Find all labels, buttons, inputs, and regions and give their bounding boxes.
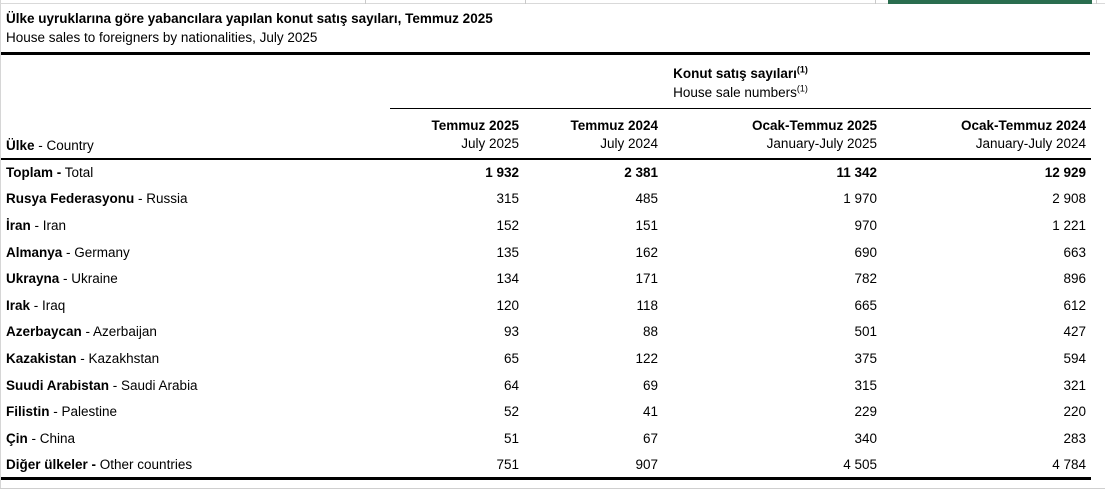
value-cell-july-2025: 135: [496, 244, 519, 260]
value-cell-january-july-2024: 283: [1063, 430, 1087, 446]
value-cell-july-2024: 162: [635, 244, 658, 260]
value-cell-july-2024: 485: [635, 191, 658, 207]
footnote-marker: (1): [796, 83, 808, 93]
table-row: İran - Iran 152 151 970 1 221: [0, 212, 1091, 239]
country-cell: Çin - China: [6, 430, 76, 446]
value-cell-january-july-2025: 340: [854, 430, 877, 446]
table-row: Diğer ülkeler - Other countries 751 907 …: [0, 452, 1091, 479]
value-cell-july-2025: 65: [503, 350, 519, 366]
country-cell: Diğer ülkeler - Other countries: [6, 456, 193, 472]
value-cell-july-2025: 51: [503, 430, 519, 446]
value-cell-july-2025: 1 932: [485, 165, 519, 181]
gridline-segment: [525, 0, 526, 4]
value-cell-july-2024: 118: [636, 297, 658, 313]
value-cell-january-july-2024: 663: [1063, 244, 1087, 260]
table-row: Irak - Iraq 120 118 665 612: [0, 292, 1091, 319]
table-row: Toplam - Total 1 932 2 381 11 342 12 929: [0, 159, 1091, 186]
value-cell-january-july-2024: 594: [1063, 350, 1087, 366]
value-cell-july-2025: 64: [503, 377, 519, 393]
value-cell-july-2025: 315: [496, 191, 519, 207]
value-cell-january-july-2025: 690: [854, 244, 877, 260]
value-cell-july-2024: 67: [642, 430, 658, 446]
spanner-header-row: Konut satış sayıları(1) House sale numbe…: [0, 55, 1092, 109]
value-cell-january-july-2024: 12 929: [1044, 165, 1087, 181]
column-header-january-july-2024: Ocak-Temmuz 2024 January-July 2024: [877, 108, 1092, 160]
spanner-title-english: House sale numbers(1): [673, 83, 808, 100]
value-cell-january-july-2025: 11 342: [836, 165, 877, 181]
table-row: Filistin - Palestine 52 41 229 220: [0, 398, 1091, 425]
country-column-header: Ülke - Country: [0, 108, 390, 160]
page-title-turkish: Ülke uyruklarına göre yabancılara yapıla…: [6, 11, 493, 26]
country-cell: İran - Iran: [6, 217, 67, 233]
country-cell: Almanya - Germany: [6, 244, 130, 260]
value-cell-july-2024: 41: [642, 404, 658, 420]
spanner-header-cell: Konut satış sayıları(1) House sale numbe…: [390, 55, 1092, 109]
value-cell-january-july-2025: 229: [854, 404, 877, 420]
table-row: Kazakistan - Kazakhstan 65 122 375 594: [0, 345, 1091, 372]
value-cell-january-july-2024: 220: [1063, 404, 1087, 420]
value-cell-january-july-2024: 321: [1063, 377, 1087, 393]
value-cell-january-july-2025: 1 970: [843, 191, 877, 207]
country-cell: Suudi Arabistan - Saudi Arabia: [6, 377, 198, 393]
gridline-segment: [875, 0, 876, 4]
country-cell: Rusya Federasyonu - Russia: [6, 191, 188, 207]
house-sales-table: Konut satış sayıları(1) House sale numbe…: [0, 55, 1092, 480]
empty-corner-cell: [0, 55, 390, 108]
footnote-marker: (1): [796, 64, 808, 74]
value-cell-january-july-2024: 427: [1063, 324, 1087, 340]
table-body: Toplam - Total 1 932 2 381 11 342 12 929…: [0, 159, 1091, 478]
value-cell-january-july-2025: 4 505: [843, 456, 877, 472]
value-cell-july-2024: 122: [635, 350, 658, 366]
value-cell-january-july-2024: 896: [1063, 271, 1087, 287]
value-cell-january-july-2024: 2 908: [1052, 191, 1087, 207]
column-header-january-july-2025: Ocak-Temmuz 2025 January-July 2025: [658, 108, 877, 160]
table-row: Azerbaycan - Azerbaijan 93 88 501 427: [0, 319, 1091, 346]
column-header-row: Ülke - Country Temmuz 2025 July 2025 Tem…: [0, 108, 1092, 160]
value-cell-january-july-2024: 612: [1063, 297, 1087, 313]
value-cell-july-2025: 134: [496, 271, 519, 287]
spreadsheet-left-gridline: [0, 0, 1, 488]
country-cell: Ukrayna - Ukraine: [6, 271, 118, 287]
country-cell: Kazakistan - Kazakhstan: [6, 350, 160, 366]
page-title-english: House sales to foreigners by nationaliti…: [6, 30, 318, 45]
country-cell: Toplam - Total: [6, 165, 94, 181]
value-cell-january-july-2025: 665: [854, 297, 877, 313]
country-cell: Filistin - Palestine: [6, 404, 118, 420]
column-header-july-2025: Temmuz 2025 July 2025: [390, 108, 519, 160]
country-cell: Irak - Iraq: [6, 297, 66, 313]
spreadsheet-gridline-row: [0, 0, 1105, 4]
table-row: Çin - China 51 67 340 283: [0, 425, 1091, 452]
excel-green-cell-fill: [888, 0, 1092, 4]
value-cell-july-2024: 69: [642, 377, 658, 393]
value-cell-january-july-2024: 1 221: [1052, 217, 1087, 233]
gridline-segment: [1096, 0, 1097, 4]
value-cell-july-2024: 2 381: [624, 165, 658, 181]
table-row: Rusya Federasyonu - Russia 315 485 1 970…: [0, 186, 1091, 213]
value-cell-january-july-2025: 782: [854, 271, 877, 287]
value-cell-july-2024: 151: [635, 217, 658, 233]
value-cell-july-2025: 93: [503, 324, 519, 340]
value-cell-july-2024: 171: [635, 271, 658, 287]
value-cell-january-july-2025: 375: [854, 350, 877, 366]
spanner-title-turkish: Konut satış sayıları(1): [673, 64, 808, 81]
value-cell-january-july-2025: 315: [854, 377, 877, 393]
title-divider-rule: [0, 52, 1090, 55]
value-cell-july-2024: 907: [635, 456, 658, 472]
value-cell-january-july-2024: 4 784: [1052, 456, 1087, 472]
value-cell-january-july-2025: 501: [854, 324, 877, 340]
value-cell-january-july-2025: 970: [854, 217, 877, 233]
gridline-segment: [365, 0, 366, 4]
value-cell-july-2025: 52: [503, 404, 519, 420]
country-cell: Azerbaycan - Azerbaijan: [6, 324, 157, 340]
value-cell-july-2025: 152: [496, 217, 519, 233]
table-row: Suudi Arabistan - Saudi Arabia 64 69 315…: [0, 372, 1091, 399]
value-cell-july-2024: 88: [642, 324, 658, 340]
value-cell-july-2025: 751: [496, 456, 519, 472]
column-header-july-2024: Temmuz 2024 July 2024: [519, 108, 658, 160]
table-row: Ukrayna - Ukraine 134 171 782 896: [0, 265, 1091, 292]
table-row: Almanya - Germany 135 162 690 663: [0, 239, 1091, 266]
value-cell-july-2025: 120: [496, 297, 519, 313]
title-block: Ülke uyruklarına göre yabancılara yapıla…: [0, 4, 1105, 52]
